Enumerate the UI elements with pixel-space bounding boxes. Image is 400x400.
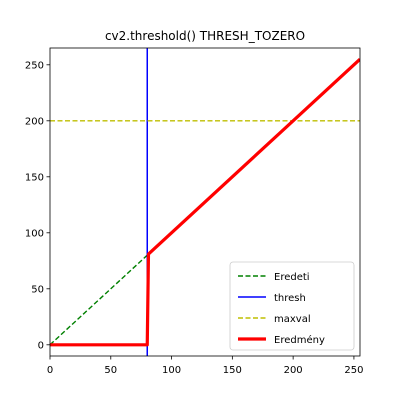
y-tick-label: 150 <box>25 172 44 183</box>
legend-label: Eredmény <box>274 334 325 346</box>
x-tick-label: 150 <box>223 365 242 376</box>
x-tick-label: 100 <box>162 365 181 376</box>
y-tick-label: 250 <box>25 60 44 71</box>
legend-box <box>229 261 355 351</box>
y-tick-label: 200 <box>25 116 44 127</box>
series-line-eredm-ny <box>50 58 360 347</box>
legend-label: thresh <box>274 293 306 304</box>
x-tick-label: 250 <box>344 365 363 376</box>
legend: Eredeti thresh maxval Eredmény <box>229 261 355 351</box>
plot-frame <box>49 47 361 357</box>
x-tick-label: 0 <box>47 365 53 376</box>
chart-title: cv2.threshold() THRESH_TOZERO <box>105 29 305 43</box>
legend-label: maxval <box>274 314 311 325</box>
series-line-eredeti <box>50 254 148 346</box>
x-tick-label: 50 <box>104 365 117 376</box>
y-tick-label: 100 <box>25 228 44 239</box>
x-tick-label: 200 <box>284 365 303 376</box>
y-tick-label: 50 <box>31 284 44 295</box>
series-group <box>50 48 360 356</box>
y-tick-label: 0 <box>38 340 44 351</box>
legend-label: Eredeti <box>274 272 310 283</box>
